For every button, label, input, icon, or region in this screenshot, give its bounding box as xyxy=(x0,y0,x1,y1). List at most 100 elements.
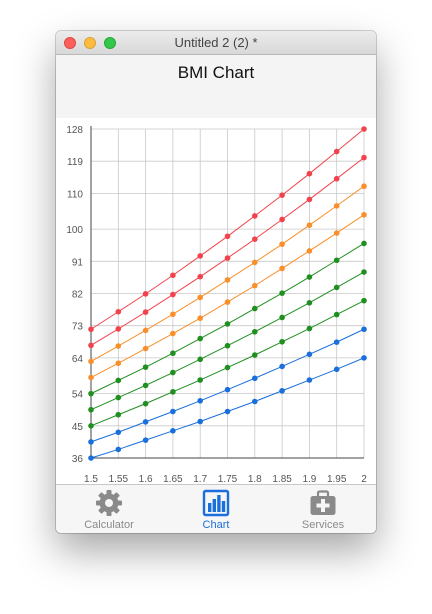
data-point xyxy=(197,377,203,383)
window-title: Untitled 2 (2) * xyxy=(174,35,258,50)
data-point xyxy=(279,363,285,370)
y-tick-label: 73 xyxy=(72,322,84,333)
data-point xyxy=(224,364,231,371)
data-point xyxy=(115,360,122,367)
data-point xyxy=(333,230,340,236)
tab-services-label: Services xyxy=(301,519,345,531)
data-point xyxy=(142,437,149,443)
x-tick-label: 1.9 xyxy=(302,474,316,484)
data-point xyxy=(333,257,340,264)
data-point xyxy=(361,154,367,161)
data-point xyxy=(88,406,94,413)
data-point xyxy=(279,241,285,247)
data-point xyxy=(361,269,367,275)
minimize-window-button[interactable] xyxy=(84,37,96,49)
x-tick-label: 1.5 xyxy=(84,474,98,484)
data-point xyxy=(142,291,149,297)
data-point xyxy=(306,325,313,332)
data-point xyxy=(224,321,231,327)
data-point xyxy=(170,428,176,434)
data-point xyxy=(170,330,176,337)
data-point xyxy=(197,335,203,342)
data-point xyxy=(224,342,231,349)
data-point xyxy=(252,213,258,219)
data-point xyxy=(88,342,94,349)
data-point xyxy=(252,282,258,289)
y-tick-label: 54 xyxy=(72,390,84,401)
bar-chart-icon xyxy=(202,489,230,517)
x-tick-label: 1.7 xyxy=(193,474,207,484)
x-tick-label: 2 xyxy=(361,474,367,484)
y-tick-label: 100 xyxy=(66,225,83,236)
data-point xyxy=(88,358,94,365)
data-point xyxy=(170,369,176,376)
x-tick-label: 1.55 xyxy=(109,474,129,484)
data-point xyxy=(252,305,258,312)
data-point xyxy=(142,400,149,407)
data-point xyxy=(306,299,313,306)
data-point xyxy=(142,345,149,352)
data-point xyxy=(361,126,367,132)
data-point xyxy=(252,398,258,405)
data-point xyxy=(279,314,285,321)
title-bar[interactable]: Untitled 2 (2) * xyxy=(56,31,376,55)
data-point xyxy=(88,423,94,429)
y-tick-label: 36 xyxy=(72,454,84,465)
data-point xyxy=(306,196,313,203)
data-point xyxy=(170,350,176,357)
x-tick-label: 1.6 xyxy=(139,474,153,484)
data-point xyxy=(361,355,367,361)
x-tick-label: 1.85 xyxy=(272,474,292,484)
data-point xyxy=(252,352,258,358)
data-point xyxy=(306,351,313,358)
data-point xyxy=(115,394,122,401)
x-tick-label: 1.95 xyxy=(327,474,347,484)
zoom-window-button[interactable] xyxy=(104,37,116,49)
app-window: Untitled 2 (2) * BMI Chart 36 45 54 64 73 82 9… xyxy=(56,31,376,533)
data-point xyxy=(142,382,149,389)
data-point xyxy=(252,236,258,242)
data-point xyxy=(224,299,231,305)
data-point xyxy=(333,203,340,209)
data-point xyxy=(115,308,122,315)
data-point xyxy=(170,291,176,298)
data-point xyxy=(306,274,313,280)
data-point xyxy=(279,216,285,223)
data-point xyxy=(306,248,313,254)
tab-calculator[interactable]: Calculator xyxy=(56,485,162,533)
data-point xyxy=(252,328,258,335)
data-point xyxy=(306,377,313,383)
tab-bar: Calculator Chart Services xyxy=(56,484,376,533)
y-tick-label: 45 xyxy=(72,422,84,433)
data-point xyxy=(142,309,149,315)
y-tick-label: 91 xyxy=(72,257,84,268)
x-tick-label: 1.65 xyxy=(163,474,183,484)
data-point xyxy=(252,375,258,382)
tab-chart-label: Chart xyxy=(202,519,230,531)
data-point xyxy=(170,311,176,318)
data-point xyxy=(279,265,285,272)
medical-kit-icon xyxy=(310,490,336,515)
data-point xyxy=(170,272,176,279)
data-point xyxy=(115,326,122,332)
data-point xyxy=(333,311,340,318)
data-point xyxy=(115,377,122,384)
data-point xyxy=(115,429,122,436)
data-point xyxy=(333,284,340,291)
data-point xyxy=(142,327,149,334)
data-point xyxy=(88,390,94,397)
data-point xyxy=(88,326,94,333)
y-tick-label: 82 xyxy=(72,290,84,301)
data-point xyxy=(142,364,149,370)
data-point xyxy=(197,397,203,404)
data-point xyxy=(88,374,94,381)
data-point xyxy=(361,297,367,304)
close-window-button[interactable] xyxy=(64,37,76,49)
data-point xyxy=(197,294,203,301)
tab-services[interactable]: Services xyxy=(270,485,376,533)
x-tick-label: 1.75 xyxy=(218,474,238,484)
data-point xyxy=(197,315,203,321)
tab-chart[interactable]: Chart xyxy=(163,485,269,533)
data-point xyxy=(361,212,367,218)
data-point xyxy=(306,170,313,177)
